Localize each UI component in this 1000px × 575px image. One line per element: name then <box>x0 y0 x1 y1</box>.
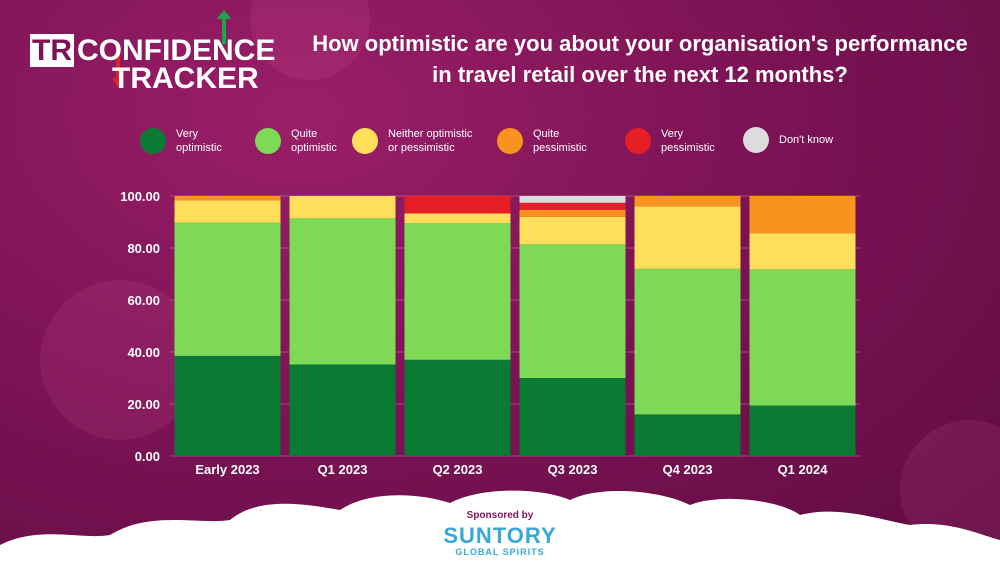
logo-e: E <box>255 34 276 67</box>
bar-segment-quite-pessimistic <box>519 209 626 217</box>
bar-segment-quite-optimistic <box>634 268 741 415</box>
bar-segment-very-pessimistic <box>519 202 626 210</box>
x-tick-label: Early 2023 <box>195 462 259 477</box>
y-tick-label: 60.00 <box>127 293 160 308</box>
legend-label-very-pessimistic: Very pessimistic <box>661 128 715 154</box>
x-tick-label: Q2 2023 <box>433 462 483 477</box>
y-tick-label: 100.00 <box>120 189 160 204</box>
logo-c: C <box>233 34 256 67</box>
background-bokeh <box>40 280 200 440</box>
confidence-tracker-logo: TR CONFIDENCE TRACKER <box>30 10 280 95</box>
bar-segment-neither <box>174 200 281 223</box>
bar-segment-quite-pessimistic <box>749 196 856 234</box>
bar-segment-very-optimistic <box>289 364 396 456</box>
chart-title: How optimistic are you about your organi… <box>312 31 968 87</box>
sponsored-by-label: Sponsored by <box>466 510 534 521</box>
y-tick-label: 40.00 <box>127 345 160 360</box>
legend-swatch-very-pessimistic <box>625 128 651 154</box>
legend-label-dont-know: Don't know <box>779 134 834 146</box>
stacked-bar-chart: 0.00 20.00 40.00 60.00 80.00 100.00 Early 2023… <box>120 189 856 477</box>
bar-segment-quite-optimistic <box>519 244 626 378</box>
legend-label-very-optimistic: Very optimistic <box>176 128 222 154</box>
bar-segment-quite-pessimistic <box>174 196 281 201</box>
legend-item-quite-optimistic: Quite optimistic <box>255 127 401 155</box>
logo-confiden: CONFIDEN <box>77 34 234 67</box>
arrow-down-icon <box>112 54 124 88</box>
bar-segment-very-optimistic <box>519 378 626 456</box>
legend-label-quite-optimistic: Quite optimistic <box>291 128 337 154</box>
legend-label-quite-pessimistic: Quite pessimistic <box>533 128 587 154</box>
legend-swatch-quite-optimistic <box>255 128 281 154</box>
bar-segment-quite-optimistic <box>404 223 511 360</box>
bar-segment-neither <box>289 196 396 219</box>
legend-swatch-quite-pessimistic <box>497 128 523 154</box>
legend-swatch-very-optimistic <box>140 128 166 154</box>
legend-item-very-optimistic: Very optimistic <box>140 127 286 155</box>
bar-segment-very-optimistic <box>174 355 281 456</box>
y-tick-label: 20.00 <box>127 397 160 412</box>
bar-segment-very-optimistic <box>404 359 511 456</box>
suntory-logo-text: SUNTORY <box>443 523 557 548</box>
bar-segment-quite-optimistic <box>174 222 281 356</box>
logo-tr: TR <box>30 34 74 67</box>
legend-swatch-neither <box>352 128 378 154</box>
legend-item-dont-know: Don't know <box>743 127 889 153</box>
logo-line-2: TRACKER <box>112 62 259 95</box>
y-tick-label: 80.00 <box>127 241 160 256</box>
bar-segment-very-pessimistic <box>404 196 511 214</box>
bar-segment-neither <box>519 216 626 245</box>
legend-item-quite-pessimistic: Quite pessimistic <box>497 127 643 155</box>
bar-segment-neither <box>404 213 511 224</box>
logo-line-1: TR CONFIDENCE <box>30 34 275 68</box>
x-tick-label: Q3 2023 <box>548 462 598 477</box>
x-tick-label: Q1 2024 <box>778 462 829 477</box>
legend-swatch-dont-know <box>743 127 769 153</box>
bar-segment-neither <box>634 206 741 269</box>
bar-segment-very-optimistic <box>634 414 741 456</box>
legend-label-neither: Neither optimistic or pessimistic <box>388 128 473 154</box>
legend-item-neither: Neither optimistic or pessimistic <box>352 127 498 155</box>
arrow-up-icon <box>217 10 231 44</box>
clouds-footer <box>0 490 1000 575</box>
bar-segment-dont-know <box>519 196 626 203</box>
bar-segment-quite-optimistic <box>749 269 856 406</box>
bar-segment-neither <box>749 233 856 270</box>
bar-segment-quite-pessimistic <box>634 196 741 207</box>
x-tick-label: Q4 2023 <box>663 462 713 477</box>
bar-segment-quite-optimistic <box>289 218 396 365</box>
bar-segment-very-optimistic <box>749 405 856 456</box>
x-tick-label: Q1 2023 <box>318 462 368 477</box>
legend-item-very-pessimistic: Very pessimistic <box>625 127 771 155</box>
suntory-subtitle: GLOBAL SPIRITS <box>455 547 545 557</box>
y-tick-label: 0.00 <box>135 449 160 464</box>
sponsor-block: Sponsored by SUNTORY GLOBAL SPIRITS <box>420 510 580 557</box>
